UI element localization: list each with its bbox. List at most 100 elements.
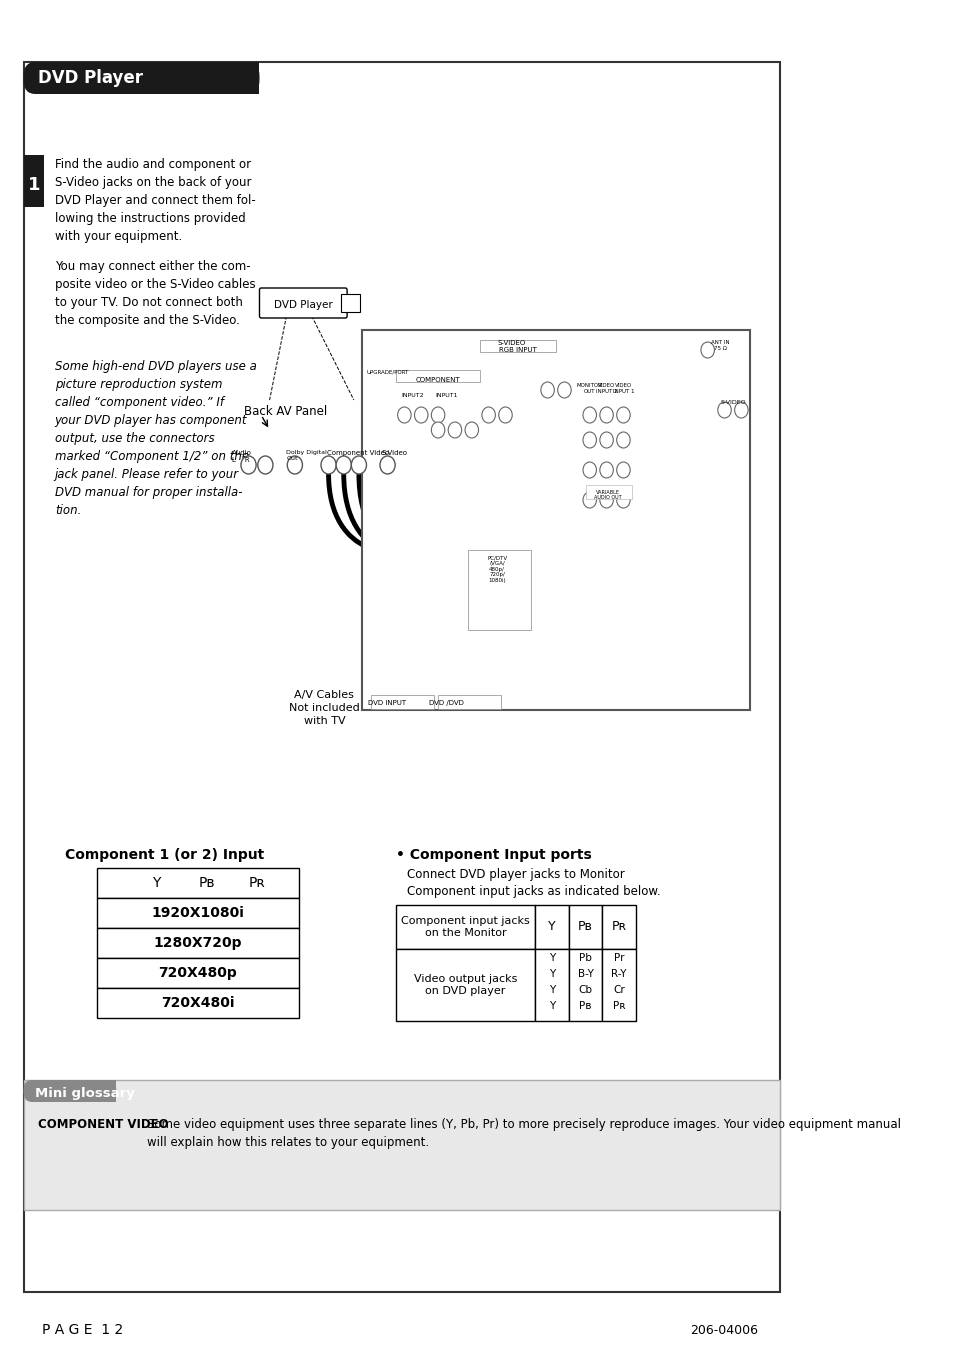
Text: 206-04006: 206-04006: [690, 1324, 758, 1336]
Bar: [479, 340, 556, 353]
Text: VIDEO
INPUT 2: VIDEO INPUT 2: [596, 382, 617, 393]
Text: 1920X1080i: 1920X1080i: [152, 907, 244, 920]
Bar: [97, 958, 299, 988]
Text: B-Y: B-Y: [577, 969, 593, 979]
Text: Mini glossary: Mini glossary: [35, 1086, 135, 1100]
Bar: [395, 370, 479, 382]
Text: You may connect either the com-
posite video or the S-Video cables
to your TV. D: You may connect either the com- posite v…: [54, 259, 255, 327]
Text: ANT IN
75 Ω: ANT IN 75 Ω: [710, 340, 729, 351]
Bar: [371, 694, 434, 709]
Circle shape: [287, 457, 302, 474]
Text: Audio
L    R: Audio L R: [232, 450, 252, 463]
Circle shape: [582, 462, 596, 478]
Bar: [68, 1079, 116, 1102]
Circle shape: [599, 432, 613, 449]
Bar: [535, 905, 568, 948]
Text: Component Video: Component Video: [327, 450, 389, 457]
Circle shape: [351, 457, 366, 474]
Text: DVD INPUT: DVD INPUT: [368, 700, 406, 707]
Circle shape: [582, 407, 596, 423]
Text: S-VIDEO: S-VIDEO: [497, 340, 525, 346]
Text: VARIABLE
AUDIO OUT: VARIABLE AUDIO OUT: [594, 489, 621, 500]
Text: • Component Input ports: • Component Input ports: [395, 848, 591, 862]
Text: Y: Y: [548, 985, 555, 994]
Text: INPUT2: INPUT2: [401, 393, 424, 399]
Text: Y: Y: [548, 1001, 555, 1011]
Bar: [395, 905, 535, 948]
Text: 1280X720p: 1280X720p: [153, 936, 242, 950]
Bar: [24, 1079, 780, 1210]
Circle shape: [717, 403, 731, 417]
Text: S-Video: S-Video: [381, 450, 407, 457]
Bar: [568, 905, 601, 948]
Circle shape: [257, 457, 273, 474]
Circle shape: [616, 492, 630, 508]
Circle shape: [558, 382, 571, 399]
Circle shape: [431, 407, 444, 423]
Circle shape: [599, 462, 613, 478]
Text: 1: 1: [28, 176, 40, 195]
Bar: [535, 948, 568, 1021]
Circle shape: [335, 457, 351, 474]
Text: Cb: Cb: [578, 985, 592, 994]
Text: Cr: Cr: [613, 985, 624, 994]
Circle shape: [481, 407, 495, 423]
Circle shape: [599, 407, 613, 423]
Text: COMPONENT VIDEO: COMPONENT VIDEO: [38, 1119, 169, 1131]
Text: RGB INPUT: RGB INPUT: [498, 347, 537, 353]
Text: Some video equipment uses three separate lines (Y, Pb, Pr) to more precisely rep: Some video equipment uses three separate…: [148, 1119, 901, 1148]
Bar: [601, 948, 636, 1021]
Bar: [437, 694, 500, 709]
Text: MONITOR
OUT: MONITOR OUT: [577, 382, 602, 393]
Bar: [585, 485, 631, 499]
Text: 720X480i: 720X480i: [161, 996, 234, 1011]
Bar: [601, 905, 636, 948]
Text: Find the audio and component or
S-Video jacks on the back of your
DVD Player and: Find the audio and component or S-Video …: [54, 158, 255, 243]
Text: Pʀ: Pʀ: [611, 920, 626, 934]
Bar: [467, 550, 530, 630]
Circle shape: [379, 457, 395, 474]
Text: COMPONENT: COMPONENT: [416, 377, 460, 382]
Text: Y: Y: [152, 875, 160, 890]
Circle shape: [700, 342, 714, 358]
Text: R-Y: R-Y: [611, 969, 626, 979]
Text: VIDEO
INPUT 1: VIDEO INPUT 1: [612, 382, 634, 393]
Circle shape: [616, 432, 630, 449]
Bar: [97, 928, 299, 958]
Bar: [97, 988, 299, 1019]
Text: Component input jacks
on the Monitor: Component input jacks on the Monitor: [400, 916, 529, 938]
Text: Y: Y: [547, 920, 555, 934]
Text: Video output jacks
on DVD player: Video output jacks on DVD player: [414, 974, 517, 996]
Circle shape: [397, 407, 411, 423]
Text: Component 1 (or 2) Input: Component 1 (or 2) Input: [65, 848, 264, 862]
Text: UPGRADE/PORT: UPGRADE/PORT: [366, 370, 408, 376]
Bar: [568, 948, 601, 1021]
Bar: [24, 155, 44, 207]
Text: Some high-end DVD players use a
picture reproduction system
called “component vi: Some high-end DVD players use a picture …: [54, 359, 256, 517]
Circle shape: [320, 457, 335, 474]
Text: Pʀ: Pʀ: [613, 1001, 625, 1011]
Circle shape: [414, 407, 428, 423]
Text: P A G E  1 2: P A G E 1 2: [42, 1323, 123, 1337]
Circle shape: [448, 422, 461, 438]
Text: S-VIDEO: S-VIDEO: [720, 400, 745, 405]
FancyBboxPatch shape: [24, 1079, 116, 1102]
Text: A/V Cables
Not included
with TV: A/V Cables Not included with TV: [289, 690, 359, 727]
Bar: [97, 898, 299, 928]
Text: DVD Player: DVD Player: [38, 69, 143, 86]
Circle shape: [599, 492, 613, 508]
Bar: [362, 330, 749, 711]
Circle shape: [241, 457, 255, 474]
Circle shape: [582, 432, 596, 449]
Text: DVD Player: DVD Player: [274, 300, 333, 309]
Circle shape: [431, 422, 444, 438]
Circle shape: [540, 382, 554, 399]
Text: Back AV Panel: Back AV Panel: [244, 405, 327, 417]
Text: Pr: Pr: [614, 952, 624, 963]
Circle shape: [464, 422, 478, 438]
Text: Pʙ: Pʙ: [578, 1001, 591, 1011]
Text: Pʙ: Pʙ: [198, 875, 214, 890]
Bar: [395, 948, 535, 1021]
Text: DVD /DVD: DVD /DVD: [429, 700, 463, 707]
Circle shape: [582, 492, 596, 508]
